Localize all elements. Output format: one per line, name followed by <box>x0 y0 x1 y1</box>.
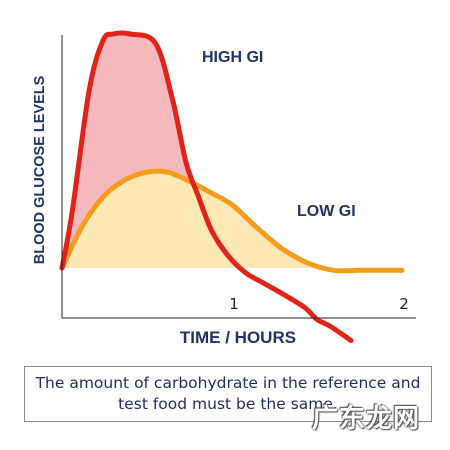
series-fill-high-gi <box>62 32 351 268</box>
series-fills <box>62 32 402 268</box>
x-axis-label: TIME / HOURS <box>180 328 296 347</box>
caption-text: The amount of carbohydrate in the refere… <box>35 374 421 413</box>
annotation-high-gi: HIGH GI <box>202 49 263 66</box>
x-tick-label: 2 <box>399 295 409 313</box>
y-axis-label: BLOOD GLUCOSE LEVELS <box>32 75 48 264</box>
series-lines <box>59 30 405 343</box>
annotation-low-gi: LOW GI <box>297 203 356 220</box>
caption-box: The amount of carbohydrate in the refere… <box>24 366 432 422</box>
x-tick-label: 1 <box>229 295 239 313</box>
annotations: HIGH GI LOW GI <box>202 49 356 220</box>
series-line-low-gi <box>59 168 405 274</box>
series-line-high-gi <box>59 30 354 343</box>
series-fill-low-gi <box>62 171 402 268</box>
watermark-logo: 广东龙网 <box>312 404 421 434</box>
